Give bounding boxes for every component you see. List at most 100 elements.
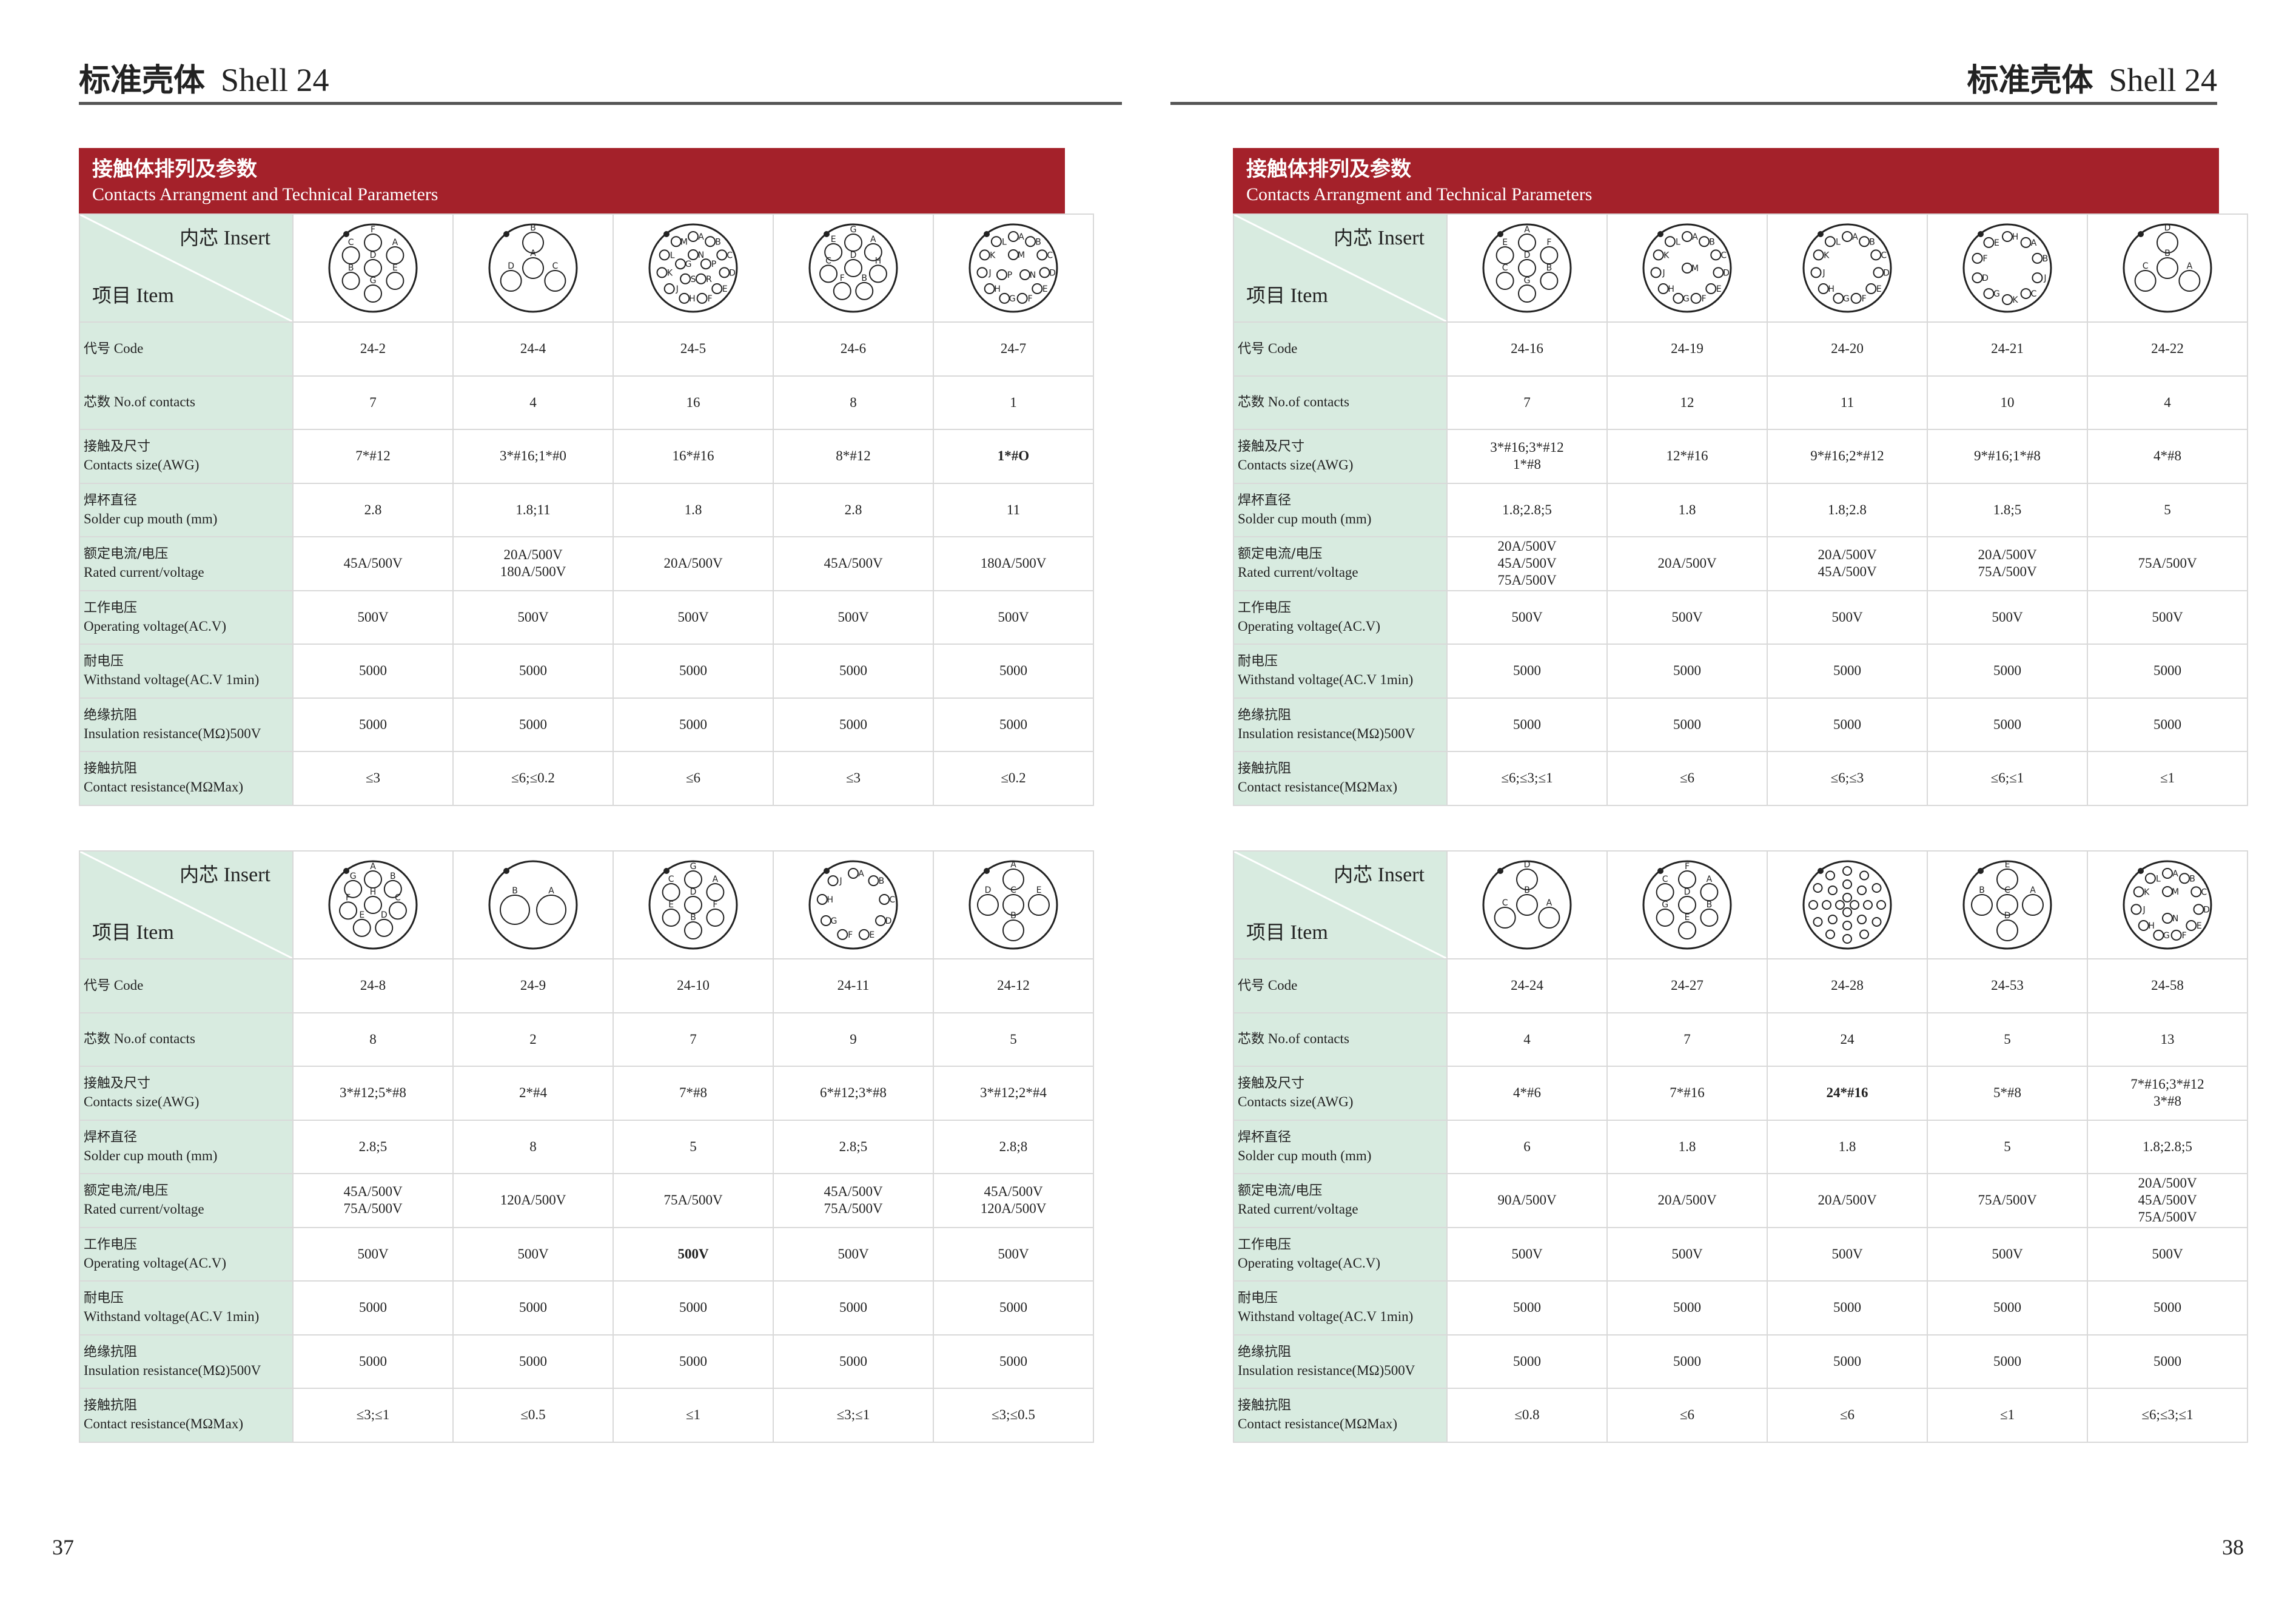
cell-value: 24-24 (1511, 978, 1543, 993)
insert-diagram-24-4: B C D A (452, 213, 614, 323)
cell-contacts: 8 (773, 375, 934, 430)
cell-line: 75A/500V (663, 1192, 723, 1208)
contact-hole (364, 234, 382, 252)
contact-hole (2020, 288, 2032, 300)
cell-value: 11 (1840, 394, 1855, 410)
cell-insulation: 5000 (1606, 697, 1768, 752)
row-label-withstand: 耐电压 Withstand voltage(AC.V 1min) (79, 1280, 294, 1336)
cell-solder: 5 (2087, 482, 2248, 537)
cell-insulation: 5000 (613, 697, 774, 752)
row-label-cn: 焊杯直径 (1238, 492, 1292, 508)
pin-label: F (371, 225, 375, 235)
pin-label: F (2182, 931, 2187, 941)
cell-rated: 20A/500V 180A/500V (452, 536, 614, 591)
cell-insulation: 5000 (2087, 1334, 2248, 1389)
cell-value: 5000 (2153, 1300, 2181, 1316)
contact-hole (1713, 267, 1724, 278)
row-label-cn: 接触抗阻 (84, 1398, 138, 1414)
cell-line: 6 (1523, 1138, 1531, 1154)
cell-size: 6*#12;3*#8 (773, 1066, 934, 1121)
cell-contacts: 24 (1767, 1012, 1928, 1067)
cell-value: 500V (677, 1246, 709, 1262)
cell-line: 6*#12;3*#8 (820, 1085, 887, 1101)
cell-value: 24-6 (840, 341, 867, 357)
row-label-withstand: 耐电压 Withstand voltage(AC.V 1min) (1233, 643, 1448, 699)
cell-withstand: 5000 (933, 643, 1094, 699)
cell-value: ≤6 (1679, 1407, 1695, 1423)
cell-rated: 20A/500V (1606, 1173, 1768, 1228)
row-contacts: 芯数 No.of contacts 7 4 16 8 1 (79, 375, 1094, 430)
contact-hole (1827, 885, 1838, 895)
cell-value: 4 (529, 394, 537, 410)
cell-line: 3*#16;1*#0 (500, 448, 566, 464)
cell-withstand: 5000 (613, 1280, 774, 1336)
contact-hole (1859, 929, 1869, 939)
cell-value: 500V (2152, 609, 2183, 625)
cell-value: 24-12 (997, 978, 1030, 993)
pin-label: M (680, 237, 688, 247)
keyway-mark (984, 231, 990, 237)
contact-hole (844, 259, 862, 277)
cell-code: 24-5 (613, 321, 774, 377)
cell-solder: 6 (1446, 1119, 1608, 1174)
pin-label: G (1993, 289, 2000, 299)
row-label-solder: 焊杯直径 Solder cup mouth (mm) (1233, 482, 1448, 537)
cell-contacts: 5 (1927, 1012, 2088, 1067)
corner-item-en: Item (136, 921, 174, 944)
pin-label: M (1018, 250, 1025, 260)
pin-label: A (548, 886, 554, 896)
corner-insert-en: Insert (223, 227, 270, 249)
cell-rated: 20A/500V (1767, 1173, 1928, 1228)
contact-hole (2144, 873, 2156, 884)
cell-value: 24-22 (2151, 341, 2184, 357)
cell-value: 500V (1992, 609, 2023, 625)
row-label-cn: 代号 (1238, 341, 1265, 357)
cell-withstand: 5000 (613, 643, 774, 699)
pin-label: K (1824, 250, 1830, 260)
row-label-cn: 芯数 (1238, 395, 1265, 411)
contact-hole (1016, 292, 1028, 304)
pin-label: H (370, 887, 377, 897)
contact-hole (1678, 921, 1696, 939)
cell-operating: 500V (933, 1226, 1094, 1282)
corner-insert-en: Insert (1377, 227, 1425, 249)
left-header-en: Shell 24 (221, 62, 329, 98)
pin-label: G (1524, 276, 1531, 286)
pin-label: C (1662, 875, 1668, 884)
cell-value: ≤0.2 (1001, 770, 1026, 786)
cell-value: 5000 (1833, 663, 1861, 679)
pin-label: B (1869, 237, 1875, 247)
pin-label: C (1881, 250, 1887, 260)
contact-hole (705, 236, 716, 247)
contact-hole (1518, 234, 1536, 252)
corner-item-label: 项目 Item (1246, 922, 1328, 943)
contact-hole (706, 909, 725, 927)
contact-hole (1871, 883, 1882, 893)
cell-value: 5000 (1513, 716, 1541, 732)
pin-label: D (1982, 274, 1989, 283)
pin-label: B (390, 872, 396, 881)
contact-hole (1842, 231, 1853, 242)
cell-value: 5000 (839, 716, 867, 732)
pin-label: B (861, 274, 867, 283)
cell-value: 500V (1511, 609, 1543, 625)
contact-hole (1850, 292, 1862, 304)
row-label-rated: 额定电流/电压 Rated current/voltage (79, 1173, 294, 1228)
row-label-cn: 额定电流/电压 (1238, 546, 1323, 562)
contact-hole (662, 909, 680, 927)
pin-label: G (350, 872, 357, 881)
cell-size: 24*#16 (1767, 1066, 1928, 1121)
contact-hole (656, 267, 668, 278)
row-label-en: Contacts size(AWG) (1238, 1094, 1354, 1110)
keyway-mark (1818, 231, 1824, 237)
pin-label: D (1524, 250, 1531, 260)
cell-line: 75A/500V (824, 1201, 883, 1217)
cell-insulation: 5000 (773, 1334, 934, 1389)
contact-hole (1842, 879, 1852, 889)
cell-value: ≤6 (685, 770, 701, 786)
insert-outline (1962, 860, 2052, 950)
row-solder: 焊杯直径 Solder cup mouth (mm) 6 1.8 1.8 5 1.8;2.8… (1233, 1119, 2248, 1174)
cell-contacts: 10 (1927, 375, 2088, 430)
